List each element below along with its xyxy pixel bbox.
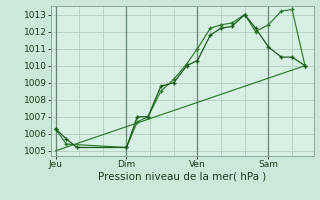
X-axis label: Pression niveau de la mer( hPa ): Pression niveau de la mer( hPa ): [98, 172, 267, 182]
